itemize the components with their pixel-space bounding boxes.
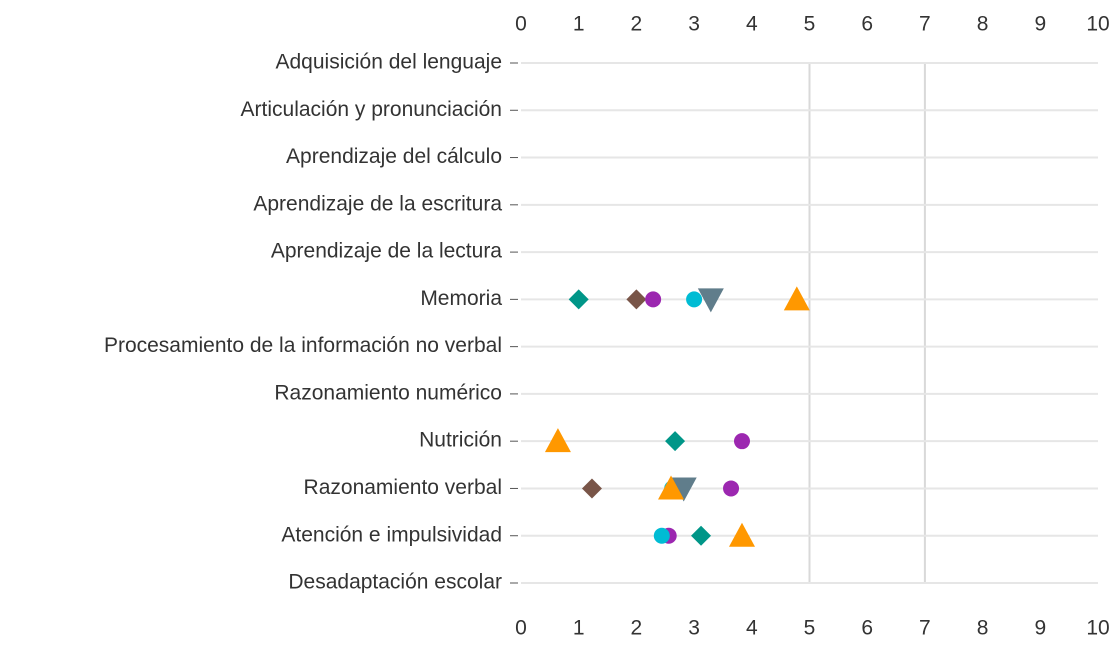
marker bbox=[728, 522, 755, 547]
y-tick-label: Aprendizaje de la escritura bbox=[253, 192, 502, 215]
x-tick-label: 9 bbox=[1034, 13, 1046, 36]
x-tick-label: 7 bbox=[919, 617, 931, 640]
y-tick-label: Aprendizaje del cálculo bbox=[286, 145, 502, 168]
x-tick-label: 8 bbox=[977, 13, 989, 36]
x-tick-label: 9 bbox=[1034, 617, 1046, 640]
x-tick-label: 4 bbox=[746, 617, 758, 640]
x-tick-label: 0 bbox=[515, 617, 527, 640]
x-tick-label: 6 bbox=[861, 617, 873, 640]
marker bbox=[645, 291, 662, 308]
x-tick-label: 3 bbox=[688, 13, 700, 36]
y-tick-label: Procesamiento de la información no verba… bbox=[104, 334, 502, 357]
marker bbox=[626, 289, 647, 310]
x-tick-label: 5 bbox=[804, 617, 816, 640]
x-tick-label: 10 bbox=[1086, 617, 1109, 640]
x-tick-label: 10 bbox=[1086, 13, 1109, 36]
marker bbox=[783, 286, 810, 311]
marker bbox=[723, 480, 740, 497]
y-tick-label: Desadaptación escolar bbox=[288, 571, 502, 594]
y-tick-label: Nutrición bbox=[419, 429, 502, 452]
marker bbox=[686, 291, 703, 308]
x-tick-label: 2 bbox=[631, 617, 643, 640]
marker bbox=[733, 433, 750, 450]
x-tick-label: 0 bbox=[515, 13, 527, 36]
y-tick-label: Memoria bbox=[420, 287, 502, 310]
marker bbox=[697, 288, 724, 313]
x-tick-label: 5 bbox=[804, 13, 816, 36]
x-tick-label: 4 bbox=[746, 13, 758, 36]
marker bbox=[544, 428, 571, 453]
marker bbox=[581, 478, 602, 499]
y-tick-label: Adquisición del lenguaje bbox=[276, 51, 503, 74]
x-tick-label: 1 bbox=[573, 617, 585, 640]
marker bbox=[691, 525, 712, 546]
y-tick-label: Aprendizaje de la lectura bbox=[271, 240, 502, 263]
x-tick-label: 1 bbox=[573, 13, 585, 36]
marker bbox=[658, 475, 685, 500]
marker bbox=[653, 527, 670, 544]
x-tick-label: 2 bbox=[631, 13, 643, 36]
marker bbox=[665, 431, 686, 452]
y-tick-label: Articulación y pronunciación bbox=[241, 98, 502, 121]
marker bbox=[670, 477, 697, 502]
x-tick-label: 8 bbox=[977, 617, 989, 640]
y-tick-label: Razonamiento verbal bbox=[304, 476, 502, 499]
y-tick-label: Atención e impulsividad bbox=[281, 523, 502, 546]
x-tick-label: 3 bbox=[688, 617, 700, 640]
x-tick-label: 7 bbox=[919, 13, 931, 36]
marker bbox=[568, 289, 589, 310]
y-tick-label: Razonamiento numérico bbox=[274, 381, 502, 404]
x-tick-label: 6 bbox=[861, 13, 873, 36]
